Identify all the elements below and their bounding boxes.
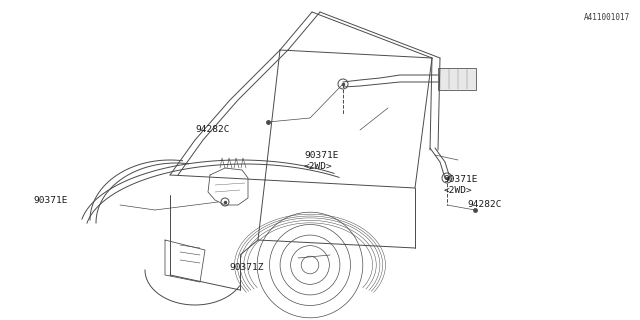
Text: <2WD>: <2WD>: [444, 186, 472, 195]
Text: 90371E: 90371E: [33, 196, 68, 204]
Text: 90371E: 90371E: [444, 175, 478, 184]
Text: A411001017: A411001017: [584, 13, 630, 22]
Text: 94282C: 94282C: [195, 125, 230, 134]
Text: 90371Z: 90371Z: [229, 263, 264, 272]
Bar: [438, 68, 476, 90]
Text: 90371E: 90371E: [304, 151, 339, 160]
Text: 94282C: 94282C: [467, 200, 502, 209]
Text: <2WD>: <2WD>: [304, 162, 333, 171]
